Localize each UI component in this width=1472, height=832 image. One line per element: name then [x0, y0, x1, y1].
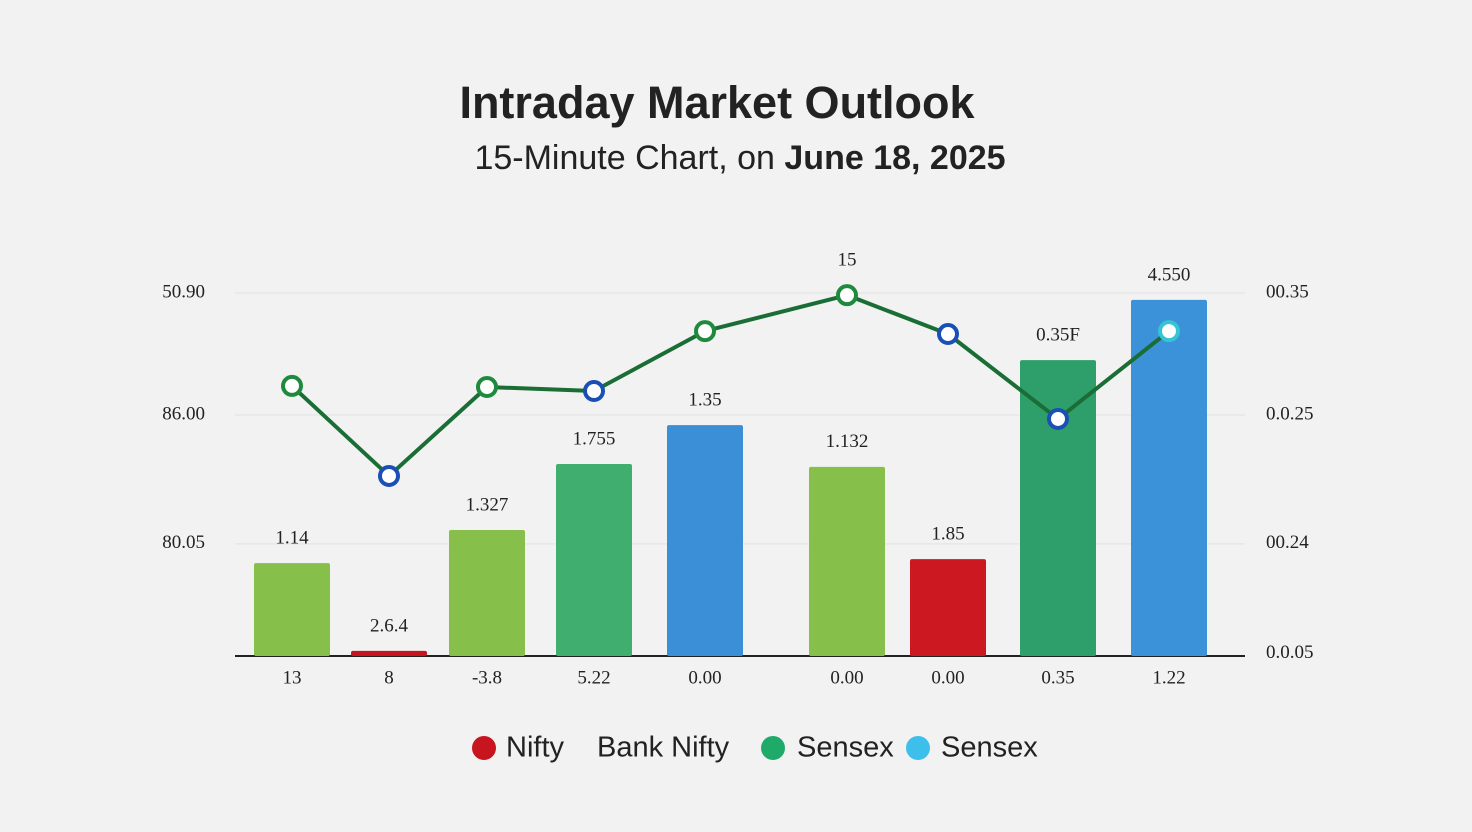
subtitle-part: 15-Minute Chart, on: [474, 139, 775, 177]
y-tick-label: 80.05: [162, 532, 205, 553]
line-marker: [476, 376, 498, 399]
y-tick-label: 86.00: [162, 403, 205, 424]
chart-subtitle: 15-Minute Chart, on June 18, 2025: [474, 139, 1005, 177]
x-tick-label: -3.8: [472, 667, 502, 688]
y2-tick-label: 0.0.05: [1266, 642, 1314, 663]
bar-value-label: 1.85: [931, 523, 964, 544]
legend-label: Sensex: [797, 732, 894, 764]
legend-label: Sensex: [941, 732, 1038, 764]
legend-swatch: [761, 736, 785, 760]
line-value-label: 15: [838, 250, 857, 271]
line-marker: [281, 374, 303, 397]
line-marker: [583, 380, 605, 403]
bar: [254, 563, 330, 656]
bar: [667, 425, 743, 656]
line-marker: [694, 320, 716, 343]
x-tick-label: 8: [384, 667, 394, 688]
subtitle-date: June 18, 2025: [784, 139, 1005, 177]
legend-swatch: [472, 736, 496, 760]
bar: [1131, 299, 1207, 656]
x-tick-label: 0.00: [830, 667, 863, 688]
x-tick-label: 13: [283, 667, 302, 688]
x-tick-label: 0.35: [1041, 667, 1074, 688]
bar: [556, 463, 632, 656]
y2-tick-label: 00.24: [1266, 532, 1309, 553]
x-tick-label: 5.22: [577, 667, 610, 688]
legend-swatch: [906, 736, 930, 760]
bar: [809, 466, 885, 656]
x-tick-label: 0.00: [688, 667, 721, 688]
y2-tick-label: 00.35: [1266, 281, 1309, 302]
chart-title: Intraday Market Outlook: [459, 77, 975, 128]
legend-label: Nifty: [506, 732, 565, 764]
line-marker: [937, 323, 959, 346]
bar: [910, 559, 986, 656]
line-marker: [836, 284, 858, 307]
line-marker: [1158, 320, 1180, 343]
line-marker: [1047, 407, 1069, 430]
legend-label: Bank Nifty: [597, 732, 730, 764]
bar-value-label: 1.755: [573, 428, 616, 449]
bar-value-label: 2.6.4: [370, 615, 409, 636]
bar: [1020, 360, 1096, 656]
bar-value-label: 1.14: [275, 527, 309, 548]
y-tick-label: 50.90: [162, 281, 205, 302]
y2-tick-label: 0.0.25: [1266, 403, 1314, 424]
bar: [449, 530, 525, 656]
bar-value-label: 1.35: [688, 389, 721, 410]
bar: [351, 650, 427, 656]
bar-value-label: 1.132: [826, 431, 869, 452]
bar-value-label: 0.35F: [1036, 325, 1080, 346]
x-tick-label: 1.22: [1152, 667, 1185, 688]
x-tick-label: 0.00: [931, 667, 964, 688]
bar-value-label: 1.327: [466, 494, 509, 515]
bar-value-label: 4.550: [1148, 264, 1191, 285]
line-marker: [378, 464, 400, 487]
